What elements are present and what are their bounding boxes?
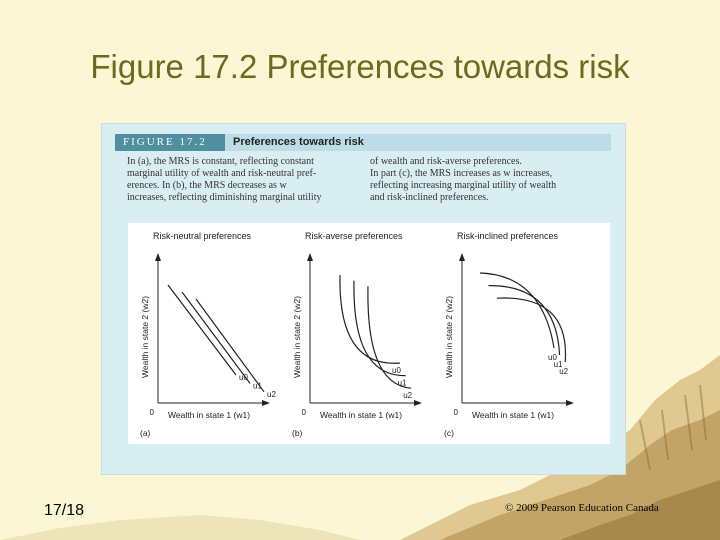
figure-panel: FIGURE 17.2 Preferences towards risk In …: [101, 123, 626, 475]
panel-label-b: (b): [292, 428, 303, 438]
caption-line: In (a), the MRS is constant, reflecting …: [127, 156, 314, 167]
indifference-curve-c-0: [479, 272, 555, 349]
y-axis-arrow-b: [307, 253, 313, 261]
origin-label-a: 0: [150, 408, 155, 417]
curve-label-b-0: u0: [392, 366, 401, 375]
x-axis-arrow-b: [414, 400, 422, 406]
indifference-curve-b-2: [367, 286, 412, 389]
indifference-curve-c-1: [488, 284, 561, 356]
curve-label-a-0: u0: [239, 373, 248, 382]
y-axis-label-b: Wealth in state 2 (w2): [292, 296, 302, 378]
panel-label-c: (c): [444, 428, 454, 438]
indifference-curve-a-2: [195, 298, 265, 393]
curve-label-c-1: u1: [554, 360, 563, 369]
caption-line: of wealth and risk-averse preferences.: [370, 156, 522, 167]
indifference-graphs: Risk-neutral preferences 0 Wealth in state…: [140, 231, 574, 438]
curve-label-b-2: u2: [403, 391, 412, 400]
y-axis-arrow-c: [459, 253, 465, 261]
origin-label-c: 0: [454, 408, 459, 417]
figure-number: FIGURE 17.2: [115, 134, 225, 151]
x-axis-label-b: Wealth in state 1 (w1): [320, 410, 402, 420]
figure-caption-right: of wealth and risk-averse preferences. I…: [370, 156, 608, 204]
caption-line: In part (c), the MRS increases as w incr…: [370, 168, 553, 179]
indifference-curve-b-0: [339, 274, 401, 364]
panel-title-c: Risk-inclined preferences: [457, 231, 559, 241]
graphs-area: Risk-neutral preferences 0 Wealth in state…: [128, 223, 610, 444]
panel-label-a: (a): [140, 428, 151, 438]
curve-label-a-2: u2: [267, 390, 276, 399]
slide-number: 17/18: [44, 502, 85, 519]
indifference-curve-b-1: [353, 280, 406, 377]
caption-line: marginal utility of wealth and risk-neut…: [127, 168, 317, 179]
figure-header: FIGURE 17.2 Preferences towards risk: [115, 134, 611, 151]
caption-line: reflecting increasing marginal utility o…: [370, 180, 557, 191]
panel-title-b: Risk-averse preferences: [305, 231, 403, 241]
curve-label-c-2: u2: [559, 367, 568, 376]
caption-line: erences. In (b), the MRS decreases as w: [127, 180, 287, 191]
slide-title: Figure 17.2 Preferences towards risk: [90, 48, 630, 85]
x-axis-label-a: Wealth in state 1 (w1): [168, 410, 250, 420]
y-axis-label-c: Wealth in state 2 (w2): [444, 296, 454, 378]
curve-label-c-0: u0: [548, 353, 557, 362]
origin-label-b: 0: [302, 408, 307, 417]
caption-line: and risk-inclined preferences.: [370, 192, 489, 203]
indifference-curve-a-1: [181, 291, 251, 384]
figure-heading: Preferences towards risk: [225, 134, 611, 151]
x-axis-label-c: Wealth in state 1 (w1): [472, 410, 554, 420]
indifference-curve-a-0: [167, 284, 237, 376]
indifference-curve-c-2: [496, 297, 567, 363]
caption-line: increases, reflecting diminishing margin…: [127, 192, 322, 203]
figure-caption-left: In (a), the MRS is constant, reflecting …: [127, 156, 365, 204]
curve-label-a-1: u1: [253, 381, 262, 390]
panel-title-a: Risk-neutral preferences: [153, 231, 252, 241]
copyright-notice: © 2009 Pearson Education Canada: [505, 502, 659, 514]
curve-label-b-1: u1: [398, 379, 407, 388]
x-axis-arrow-c: [566, 400, 574, 406]
y-axis-arrow-a: [155, 253, 161, 261]
y-axis-label-a: Wealth in state 2 (w2): [140, 296, 150, 378]
x-axis-arrow-a: [262, 400, 270, 406]
